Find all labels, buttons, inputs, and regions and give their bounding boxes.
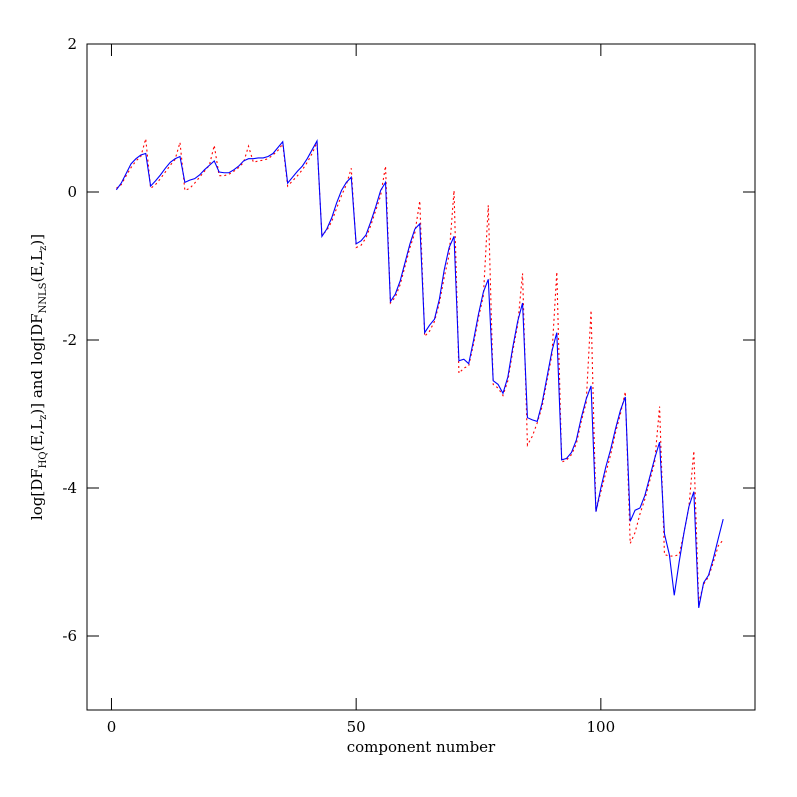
y-label-part: (E,L bbox=[28, 420, 46, 452]
y-label-part: )] and log[DF bbox=[28, 313, 46, 414]
y-label-part: log[DF bbox=[28, 468, 46, 520]
y-tick-label: 0 bbox=[67, 183, 77, 201]
y-label-subscript: z bbox=[38, 415, 49, 420]
x-tick-label: 100 bbox=[587, 718, 616, 736]
y-tick-label: -6 bbox=[62, 627, 77, 645]
series-line bbox=[115, 138, 724, 608]
y-label-part: (E,L bbox=[28, 251, 46, 283]
y-label-subscript: z bbox=[38, 246, 49, 251]
y-label-subscript: NNLS bbox=[38, 282, 49, 313]
plot-frame bbox=[86, 43, 756, 711]
x-axis-label: component number bbox=[347, 738, 496, 756]
y-tick-label: -2 bbox=[62, 331, 77, 349]
x-tick-label: 50 bbox=[347, 718, 366, 736]
x-tick-label: 0 bbox=[107, 718, 117, 736]
y-axis-label: log[DFHQ(E,Lz)] and log[DFNNLS(E,Lz)] bbox=[28, 234, 49, 520]
series-line bbox=[116, 138, 724, 603]
y-tick-label: 2 bbox=[67, 35, 77, 53]
y-tick-label: -4 bbox=[62, 479, 77, 497]
y-label-subscript: HQ bbox=[38, 451, 49, 468]
y-label-part: )] bbox=[28, 234, 46, 246]
